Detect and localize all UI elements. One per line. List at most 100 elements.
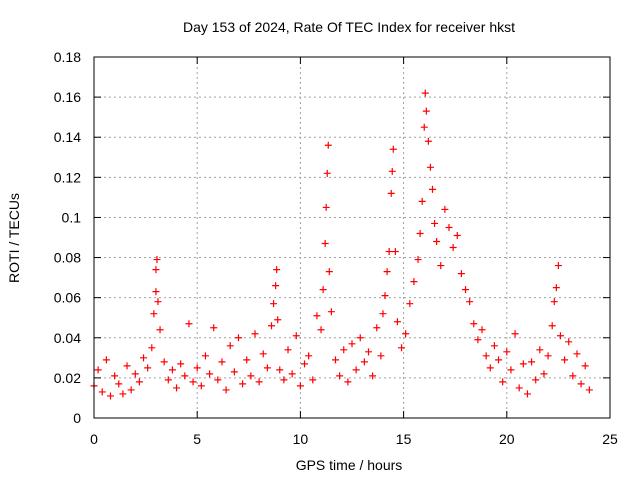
- data-point: [193, 364, 201, 372]
- data-point: [168, 366, 176, 374]
- data-point: [426, 163, 434, 171]
- data-point: [322, 203, 330, 211]
- data-point: [98, 388, 106, 396]
- data-point: [561, 356, 569, 364]
- data-point: [569, 372, 577, 380]
- data-point: [321, 240, 329, 248]
- data-point: [486, 364, 494, 372]
- data-point: [369, 372, 377, 380]
- data-point: [263, 364, 271, 372]
- data-point: [420, 123, 428, 131]
- data-point: [243, 356, 251, 364]
- data-point: [102, 356, 110, 364]
- data-point: [381, 292, 389, 300]
- data-point: [410, 278, 418, 286]
- data-point: [154, 298, 162, 306]
- data-point: [377, 352, 385, 360]
- data-point: [164, 376, 172, 384]
- data-point: [247, 372, 255, 380]
- data-point: [418, 197, 426, 205]
- data-point: [565, 338, 573, 346]
- data-point: [127, 386, 135, 394]
- data-point: [292, 332, 300, 340]
- data-point: [536, 346, 544, 354]
- data-point: [391, 248, 399, 256]
- data-point: [532, 376, 540, 384]
- data-point: [511, 330, 519, 338]
- data-point: [152, 266, 160, 274]
- data-point: [284, 346, 292, 354]
- data-point: [185, 320, 193, 328]
- plot-frame: [93, 56, 611, 419]
- data-point: [445, 223, 453, 231]
- data-point: [276, 366, 284, 374]
- data-point: [507, 366, 515, 374]
- data-point: [523, 390, 531, 398]
- data-point: [268, 322, 276, 330]
- x-tick-label: 5: [193, 431, 201, 447]
- data-point: [230, 368, 238, 376]
- data-point: [348, 340, 356, 348]
- y-tick-label: 0.12: [54, 169, 81, 185]
- data-point: [379, 310, 387, 318]
- data-point: [305, 352, 313, 360]
- y-tick-label: 0.16: [54, 89, 81, 105]
- data-point: [144, 364, 152, 372]
- data-point: [421, 89, 429, 97]
- data-point: [360, 358, 368, 366]
- data-point: [239, 380, 247, 388]
- data-point: [519, 360, 527, 368]
- data-point: [344, 378, 352, 386]
- data-point: [495, 356, 503, 364]
- y-tick-label: 0.14: [54, 129, 81, 145]
- data-point: [301, 360, 309, 368]
- tick-labels: 0 5 10 15 20 25 0 0.02 0.04 0.06 0.08 0.1 0.12 0.14 0.…: [54, 49, 618, 447]
- data-point: [385, 248, 393, 256]
- data-point: [251, 330, 259, 338]
- data-point: [135, 378, 143, 386]
- data-point: [474, 336, 482, 344]
- y-tick-label: 0.18: [54, 49, 81, 65]
- data-point: [156, 326, 164, 334]
- data-point: [272, 282, 280, 290]
- data-point: [177, 360, 185, 368]
- data-point: [544, 352, 552, 360]
- data-point: [274, 316, 282, 324]
- grid-lines: [94, 57, 610, 418]
- data-point: [478, 326, 486, 334]
- data-point: [140, 354, 148, 362]
- data-point: [449, 244, 457, 252]
- data-point: [453, 231, 461, 239]
- y-tick-label: 0.04: [54, 330, 81, 346]
- x-tick-label: 10: [293, 431, 309, 447]
- data-point: [324, 141, 332, 149]
- data-point: [255, 378, 263, 386]
- axis-ticks: [93, 56, 611, 419]
- data-points: [90, 89, 593, 400]
- data-point: [201, 352, 209, 360]
- y-tick-label: 0: [73, 410, 81, 426]
- data-point: [119, 390, 127, 398]
- y-tick-label: 0.1: [62, 209, 82, 225]
- data-point: [313, 312, 321, 320]
- data-point: [550, 298, 558, 306]
- data-point: [218, 358, 226, 366]
- data-point: [309, 376, 317, 384]
- data-point: [234, 334, 242, 342]
- y-tick-label: 0.08: [54, 250, 81, 266]
- y-tick-label: 0.02: [54, 370, 81, 386]
- data-point: [402, 330, 410, 338]
- x-tick-label: 25: [602, 431, 618, 447]
- data-point: [422, 107, 430, 115]
- data-point: [214, 376, 222, 384]
- data-point: [197, 382, 205, 390]
- data-point: [317, 326, 325, 334]
- x-tick-label: 20: [499, 431, 515, 447]
- data-point: [585, 386, 593, 394]
- data-point: [441, 205, 449, 213]
- data-point: [107, 392, 115, 400]
- data-point: [273, 266, 281, 274]
- data-point: [470, 320, 478, 328]
- data-point: [131, 370, 139, 378]
- data-point: [462, 286, 470, 294]
